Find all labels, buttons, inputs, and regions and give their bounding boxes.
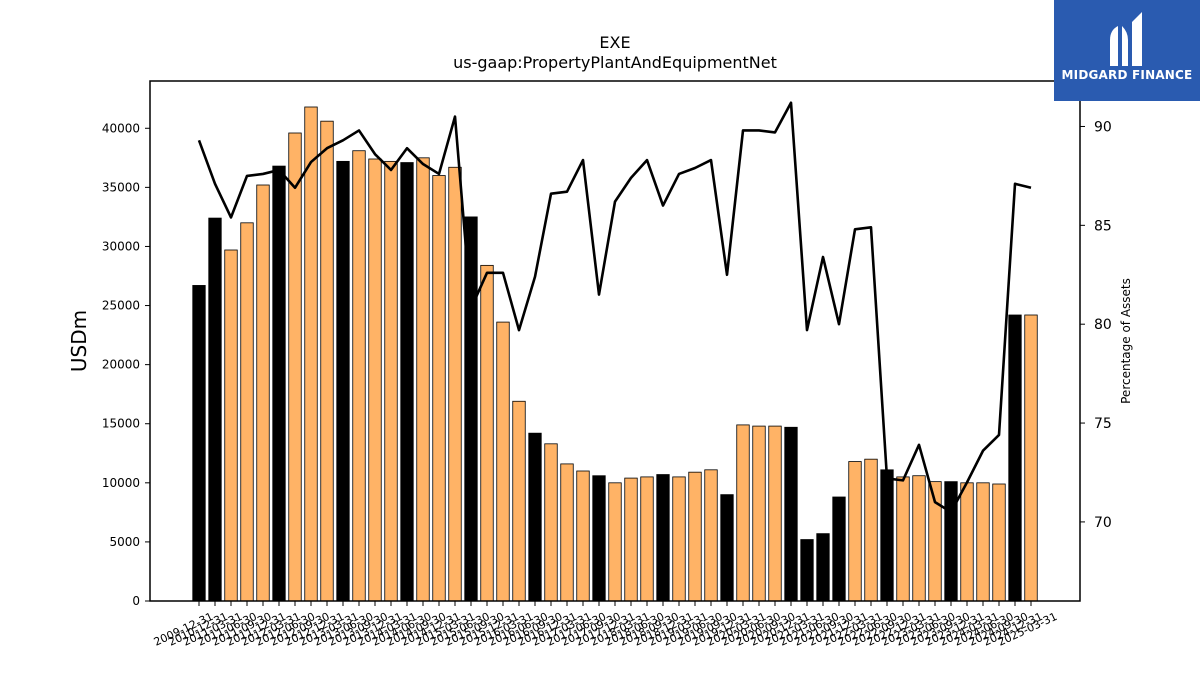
bar — [880, 469, 894, 602]
y-tick-label: 30000 — [102, 239, 140, 253]
logo: MIDGARD FINANCE — [1054, 0, 1200, 101]
logo-text: MIDGARD FINANCE — [1061, 68, 1193, 82]
bar — [224, 249, 238, 602]
bar — [736, 424, 750, 602]
axes-group: 0 5000 10000 15000 20000 25000 30000 35000 40000… — [102, 80, 1112, 649]
bar — [240, 222, 254, 602]
y-axis-label-right: Percentage of Assets — [1119, 278, 1133, 404]
y-axis-label-left: USDm — [67, 310, 91, 372]
bar — [848, 461, 862, 602]
bar — [480, 264, 494, 602]
bar — [624, 477, 638, 602]
bar — [704, 469, 718, 602]
y-right-tick-label: 90 — [1094, 119, 1112, 135]
bar — [688, 471, 702, 602]
chart-subtitle: us-gaap:PropertyPlantAndEquipmentNet — [453, 53, 777, 72]
bar — [528, 432, 542, 602]
bar — [896, 476, 910, 602]
bar — [1008, 314, 1022, 602]
chart-title: EXE — [599, 33, 630, 52]
bar — [800, 539, 814, 602]
bar — [912, 475, 926, 602]
y-tick-label: 0 — [132, 594, 140, 608]
y-tick-label: 35000 — [102, 180, 140, 194]
bar — [592, 475, 606, 602]
bar — [544, 443, 558, 602]
bar — [448, 166, 462, 602]
bar — [304, 106, 318, 602]
bar — [1024, 314, 1038, 602]
line-group — [197, 101, 1032, 514]
bar — [208, 217, 222, 602]
bar — [384, 160, 398, 602]
bar — [992, 483, 1006, 602]
bar — [784, 426, 798, 602]
bar — [976, 482, 990, 602]
bar — [560, 463, 574, 602]
bar — [512, 400, 526, 602]
bar — [336, 160, 350, 602]
y-tick-label: 10000 — [102, 476, 140, 490]
bar — [272, 165, 286, 602]
bar — [656, 474, 670, 602]
logo-mark-icon — [1110, 12, 1142, 66]
bar — [464, 216, 478, 602]
bar — [432, 175, 446, 602]
y-tick-label: 25000 — [102, 299, 140, 313]
y-tick-label: 15000 — [102, 417, 140, 431]
bar — [576, 470, 590, 602]
bars-group — [192, 106, 1038, 602]
bar — [944, 481, 958, 602]
bar — [960, 482, 974, 602]
bar — [864, 458, 878, 602]
bar — [640, 476, 654, 602]
bar — [672, 476, 686, 602]
y-tick-label: 5000 — [109, 535, 140, 549]
bar — [496, 321, 510, 602]
bar — [256, 184, 270, 602]
bar — [368, 158, 382, 602]
bar — [352, 150, 366, 602]
bar — [720, 494, 734, 602]
bar — [400, 162, 414, 602]
y-right-tick-label: 80 — [1094, 317, 1112, 333]
percentage-line — [197, 101, 1032, 514]
y-tick-label: 40000 — [102, 121, 140, 135]
y-right-tick-label: 70 — [1094, 515, 1112, 531]
bar — [832, 496, 846, 602]
bar — [752, 425, 766, 602]
y-right-tick-label: 75 — [1094, 416, 1112, 432]
y-right-tick-label: 85 — [1094, 218, 1112, 234]
bar — [768, 425, 782, 602]
bar — [192, 285, 206, 602]
bar — [416, 157, 430, 602]
bar — [608, 482, 622, 602]
bar — [320, 120, 334, 602]
bar — [816, 533, 830, 602]
y-tick-label: 20000 — [102, 358, 140, 372]
bar — [288, 132, 302, 602]
